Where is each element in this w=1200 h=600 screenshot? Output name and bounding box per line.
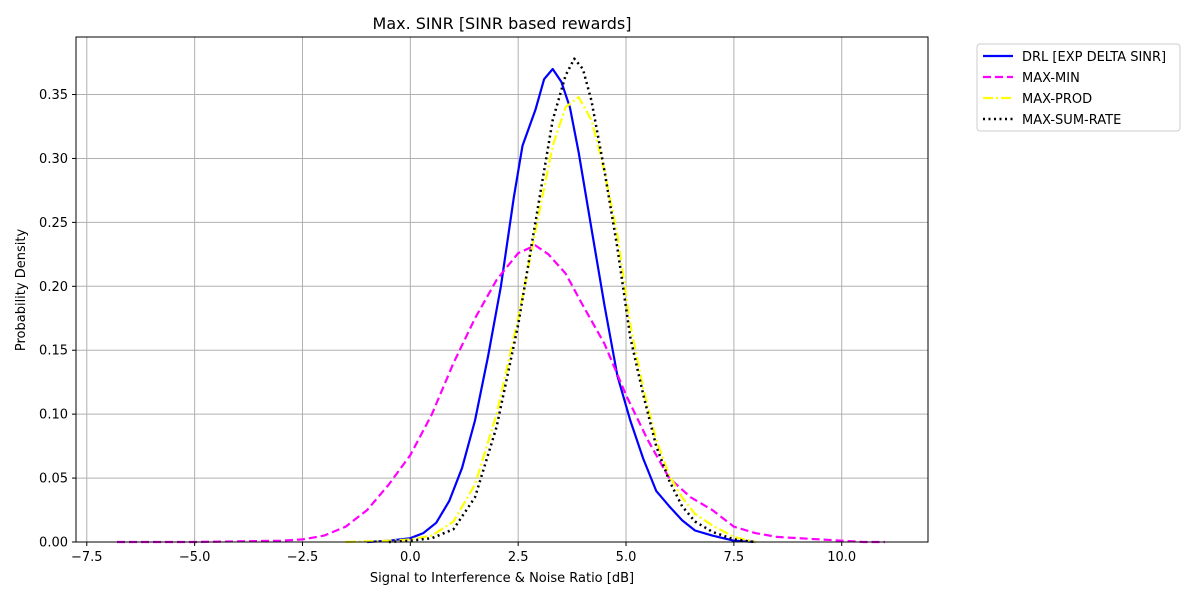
legend: DRL [EXP DELTA SINR] MAX-MIN MAX-PROD MAX-S… [976,43,1181,132]
x-tick-label: −7.5 [71,550,103,565]
y-axis-label: Probability Density [14,229,29,352]
y-tick-label: 0.05 [39,472,68,487]
x-tick-label: 2.5 [508,550,529,565]
y-tick-label: 0.30 [39,152,68,167]
series-line-max-min [117,244,885,544]
chart-title: Max. SINR [SINR based rewards] [373,14,632,33]
legend-label: MAX-MIN [1022,71,1080,86]
x-tick-label: −2.5 [287,550,319,565]
y-tick-label: 0.35 [39,88,68,103]
x-tick-label: 10.0 [827,550,856,565]
legend-label: MAX-PROD [1022,92,1092,107]
legend-box [976,43,1181,132]
y-tick-label: 0.10 [39,408,68,423]
y-tick-label: 0.00 [39,536,68,551]
axis-ticks: −7.5 −5.0 −2.5 0.0 2.5 5.0 7.5 10.0 0.00 0.05 0.10… [39,88,856,565]
x-axis-label: Signal to Interference & Noise Ratio [dB… [370,571,634,586]
x-tick-label: 7.5 [724,550,745,565]
y-tick-label: 0.25 [39,216,68,231]
series-line-drl-exp-delta-sinr [367,67,756,544]
y-tick-label: 0.15 [39,344,68,359]
series-line-max-prod [345,96,756,544]
x-tick-label: −5.0 [179,550,211,565]
x-tick-label: 0.0 [400,550,421,565]
plot-frame [75,36,929,543]
y-tick-label: 0.20 [39,280,68,295]
series-lines [117,57,885,544]
x-tick-label: 5.0 [616,550,637,565]
legend-label: DRL [EXP DELTA SINR] [1022,50,1166,65]
legend-label: MAX-SUM-RATE [1022,113,1121,128]
